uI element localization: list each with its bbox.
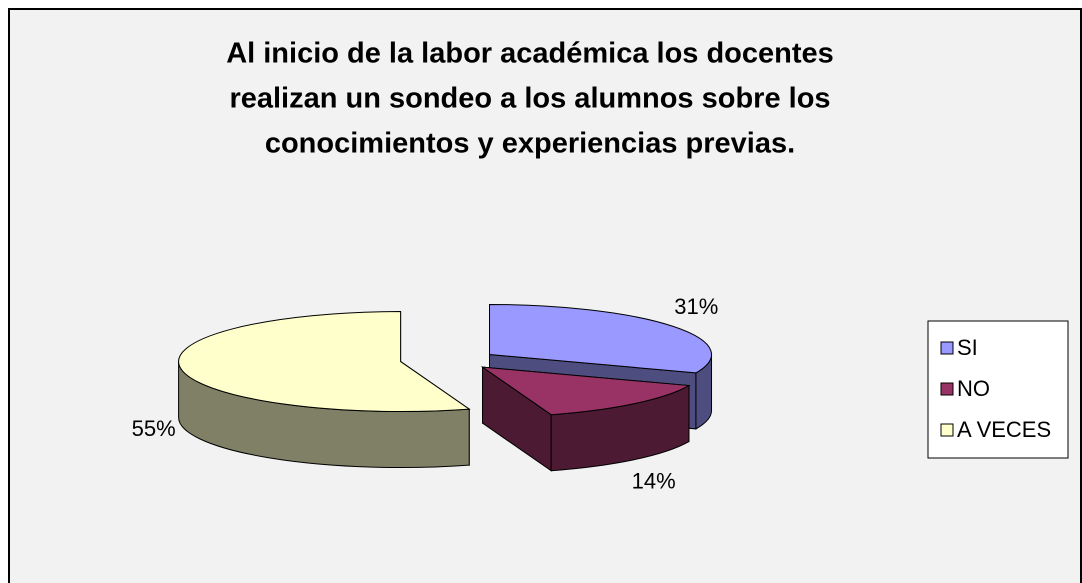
data-label: 31% <box>674 294 718 319</box>
legend-swatch <box>940 423 954 437</box>
legend-swatch <box>940 382 954 396</box>
data-label: 14% <box>632 469 676 494</box>
data-label: 55% <box>132 416 176 441</box>
legend-label: NO <box>957 376 990 401</box>
chart-title: conocimientos y experiencias previas. <box>265 128 795 160</box>
slice-top <box>489 303 713 374</box>
chart-frame <box>8 8 1082 583</box>
pie-slice <box>480 366 691 472</box>
legend-swatch <box>940 341 954 355</box>
slice-top <box>178 311 471 413</box>
legend-label: A VECES <box>957 417 1051 442</box>
slice-top <box>480 366 691 416</box>
chart-title: realizan un sondeo a los alumnos sobre l… <box>229 83 830 115</box>
chart-title: Al inicio de la labor académica los doce… <box>226 38 834 70</box>
pie-slice <box>178 311 471 469</box>
legend-label: SI <box>957 335 978 360</box>
